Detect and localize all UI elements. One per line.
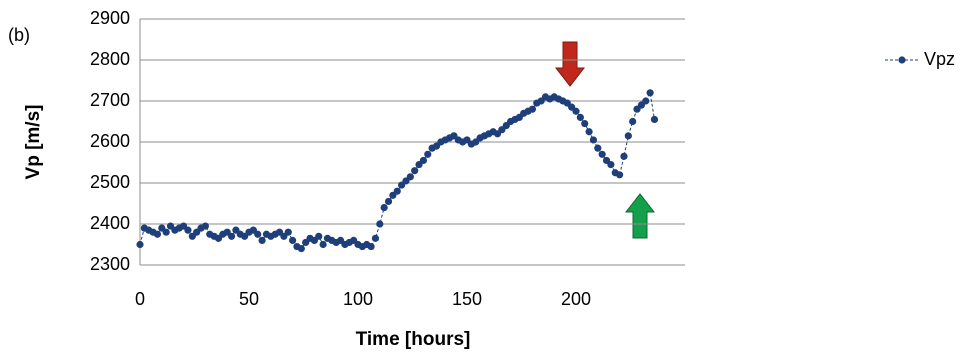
data-point — [258, 236, 266, 244]
data-point — [371, 234, 380, 242]
data-point — [528, 105, 537, 113]
data-point — [589, 136, 598, 144]
data-point — [598, 150, 606, 158]
data-point — [254, 230, 262, 238]
data-point — [201, 222, 209, 230]
data-point — [616, 171, 624, 179]
green-arrow — [624, 193, 656, 239]
y-tick-label: 2600 — [90, 131, 130, 151]
y-tick-label: 2900 — [90, 8, 130, 28]
data-point — [581, 119, 589, 128]
x-tick-label: 0 — [135, 289, 145, 309]
data-point — [624, 132, 632, 140]
y-tick-label: 2400 — [90, 213, 130, 233]
data-point — [162, 228, 170, 236]
data-point — [585, 128, 593, 136]
legend-label: Vpz — [924, 49, 955, 69]
legend-marker — [898, 56, 906, 64]
data-point — [367, 242, 375, 251]
data-point — [384, 197, 393, 206]
data-point — [620, 152, 628, 160]
panel-label: (b) — [8, 25, 30, 45]
data-point — [576, 113, 584, 121]
y-axis-title: Vp [m/s] — [23, 105, 44, 180]
data-point — [393, 187, 401, 195]
x-tick-label: 150 — [452, 289, 482, 309]
data-point — [297, 245, 305, 253]
data-point — [642, 97, 650, 105]
x-tick-label: 100 — [343, 289, 373, 309]
data-point — [376, 220, 384, 228]
data-point — [629, 117, 637, 126]
data-point — [424, 150, 432, 158]
data-point — [153, 230, 162, 238]
x-axis-title: Time [hours] — [356, 329, 471, 350]
data-point — [650, 115, 659, 124]
y-tick-label: 2300 — [90, 254, 130, 274]
data-point — [284, 228, 292, 236]
y-tick-label: 2700 — [90, 90, 130, 110]
data-point — [572, 107, 580, 115]
x-tick-label: 50 — [239, 289, 259, 309]
y-tick-label: 2800 — [90, 49, 130, 69]
data-point — [315, 232, 323, 240]
data-point — [411, 167, 419, 175]
data-point — [319, 240, 327, 249]
data-point — [184, 226, 192, 234]
y-tick-label: 2500 — [90, 172, 130, 192]
data-point — [419, 156, 427, 165]
data-point — [289, 236, 297, 244]
data-point — [136, 240, 144, 249]
data-point — [227, 232, 236, 240]
data-point — [380, 204, 388, 212]
data-point — [646, 89, 654, 97]
x-tick-label: 200 — [561, 289, 591, 309]
data-point — [406, 173, 414, 181]
data-point — [607, 160, 615, 169]
red-arrow — [554, 41, 586, 87]
data-point — [594, 144, 602, 152]
